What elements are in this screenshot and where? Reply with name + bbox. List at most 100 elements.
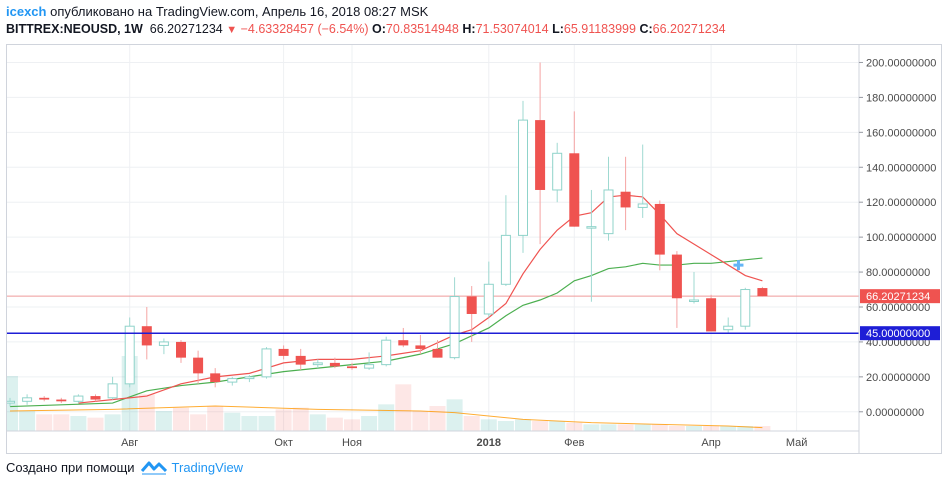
- volume-bar: [651, 424, 668, 431]
- candle-up: [586, 189, 597, 302]
- volume-bar: [617, 424, 634, 431]
- volume-bar: [309, 414, 326, 431]
- price-tick-label: 100.00000000: [866, 232, 936, 244]
- volume-bar: [600, 424, 617, 431]
- volume-bar: [173, 407, 189, 431]
- symbol-legend: BITTREX:NEOUSD, 1W 66.20271234 ▼ −4.6332…: [6, 22, 726, 36]
- volume-bar: [224, 412, 241, 431]
- volume-bar: [446, 399, 463, 431]
- candle-body: [278, 348, 289, 356]
- candle-body: [518, 119, 528, 236]
- candle-body: [90, 396, 101, 400]
- volume-bar: [378, 404, 395, 431]
- volume-bar: [87, 417, 104, 431]
- high-value: 71.53074014: [475, 22, 549, 36]
- volume-bar: [326, 417, 343, 431]
- candle-body: [535, 120, 546, 190]
- volume-bar: [292, 407, 309, 431]
- volume-bar: [497, 421, 514, 431]
- volume-bar: [668, 426, 685, 431]
- volume-bar: [241, 416, 258, 431]
- low-label: L:: [552, 22, 564, 36]
- candle-body: [73, 395, 84, 402]
- candle-down: [347, 362, 357, 370]
- publish-header: icexch опубликовано на TradingView.com, …: [6, 4, 428, 19]
- current-price-badge-text: 66.20271234: [866, 291, 930, 303]
- candle-body: [740, 289, 751, 327]
- volume-bar: [395, 384, 412, 431]
- candle-body: [654, 203, 665, 255]
- candle-body: [22, 397, 33, 402]
- candle-body: [603, 189, 614, 235]
- candle-body: [193, 357, 204, 374]
- volume-bar: [737, 426, 754, 431]
- candle-body: [295, 355, 306, 365]
- volume-bar: [720, 426, 737, 431]
- volume-bar: [104, 414, 121, 431]
- price-tick-label: 120.00000000: [866, 197, 936, 209]
- open-value: 70.83514948: [385, 22, 459, 36]
- candle-up: [244, 375, 255, 383]
- candle-up: [124, 317, 135, 388]
- volume-bar: [686, 426, 702, 431]
- candle-up: [227, 376, 238, 386]
- candle-down: [654, 200, 665, 271]
- candle-up: [689, 272, 699, 304]
- ma-fast-line: [78, 194, 763, 404]
- current-price-badge-bg: [860, 289, 940, 304]
- price-tick-label: 60.00000000: [866, 302, 930, 314]
- volume-bar: [566, 422, 583, 431]
- volume-bar: [190, 414, 207, 431]
- volume-bar: [53, 414, 70, 431]
- candle-up: [158, 338, 169, 355]
- candle-body: [432, 348, 443, 358]
- price-chart[interactable]: 0.0000000020.0000000040.0000000060.00000…: [7, 45, 941, 453]
- candle-body: [107, 383, 118, 399]
- candle-up: [73, 394, 84, 404]
- volume-bar: [138, 394, 155, 431]
- candle-body: [449, 296, 460, 359]
- candle-body: [620, 191, 631, 208]
- candle-body: [500, 234, 511, 285]
- candle-up: [483, 261, 494, 318]
- candle-down: [295, 348, 306, 370]
- price-tick-label: 160.00000000: [866, 127, 936, 139]
- candle-down: [329, 357, 340, 369]
- volume-ma-line: [9, 405, 763, 429]
- candle-up: [740, 287, 751, 330]
- candle-body: [483, 283, 494, 315]
- volume-bar: [207, 406, 224, 431]
- volume-bar: [412, 411, 429, 431]
- candle-body: [586, 226, 597, 229]
- candle-body: [637, 203, 648, 208]
- symbol-name[interactable]: BITTREX:NEOUSD, 1W: [6, 22, 143, 36]
- volume-bar: [70, 416, 87, 431]
- time-tick-label: Апр: [701, 437, 720, 449]
- candle-down: [56, 397, 67, 404]
- volume-bar: [549, 421, 566, 431]
- tradingview-link[interactable]: TradingView: [140, 459, 243, 475]
- volume-bar: [463, 416, 480, 431]
- candle-body: [158, 341, 169, 346]
- candle-up: [500, 195, 511, 287]
- author-link[interactable]: icexch: [6, 4, 47, 19]
- volume-bar: [36, 414, 53, 431]
- volume-bar: [532, 421, 549, 431]
- time-tick-label: Май: [786, 437, 808, 449]
- time-tick-label: Ноя: [342, 437, 362, 449]
- candle-up: [637, 144, 648, 218]
- candle-up: [449, 277, 460, 360]
- high-label: H:: [462, 22, 476, 36]
- candle-down: [176, 340, 186, 363]
- price-tick-label: 0.00000000: [866, 407, 924, 419]
- time-axis: Авг Окт Ноя 2018 Фев Апр Май: [121, 437, 807, 449]
- support-price-badge-bg: [860, 326, 940, 341]
- support-price-badge: 45.00000000: [860, 326, 940, 341]
- candle-down: [706, 294, 717, 332]
- candle-down: [278, 345, 289, 360]
- candle-down: [193, 350, 204, 384]
- chart-panel[interactable]: 0.00000000 20.00000000 40.00000000 60.00000…: [6, 44, 942, 454]
- candle-body: [689, 299, 699, 303]
- time-tick-label: 2018: [477, 437, 501, 449]
- candle-body: [398, 340, 409, 346]
